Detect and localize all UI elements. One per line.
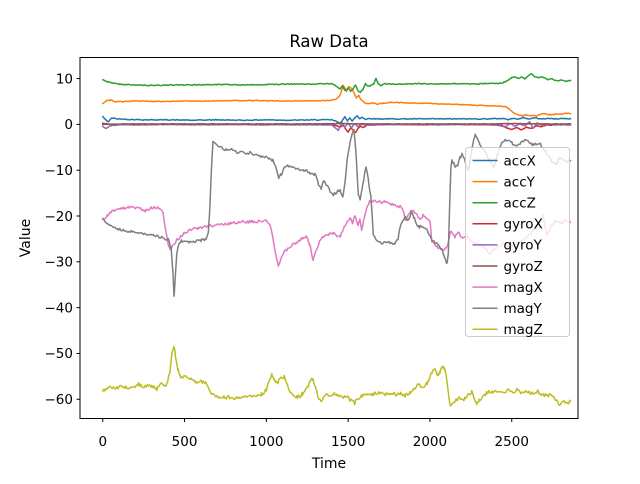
x-tick-label: 500 — [172, 434, 198, 450]
legend-box — [465, 147, 570, 337]
series-line-accY — [101, 84, 572, 117]
legend-label-gyroY: gyroY — [504, 238, 543, 254]
chart-title: Raw Data — [289, 32, 368, 51]
legend-entry-magY: magY — [472, 301, 543, 317]
legend-label-gyroX: gyroX — [504, 217, 543, 233]
y-tick-label: −20 — [45, 209, 74, 225]
plot-border — [79, 57, 579, 419]
series-line-accZ — [101, 72, 572, 94]
axes-layer: 0 500 1000 1500 2000 2500 10 0 −10 −20 −30 −40 −50 −6… — [45, 71, 529, 450]
x-tick-label: 2500 — [495, 434, 529, 450]
x-tick-label: 2000 — [413, 434, 447, 450]
legend-label-gyroZ: gyroZ — [504, 259, 543, 275]
x-tick-label: 0 — [98, 434, 107, 450]
legend-label-accX: accX — [504, 153, 536, 169]
legend-label-magY: magY — [504, 301, 543, 317]
y-tick-label: −10 — [45, 163, 74, 179]
legend-entry-accY: accY — [472, 174, 536, 190]
legend-label-magZ: magZ — [504, 322, 543, 338]
y-tick-label: 0 — [64, 117, 73, 133]
legend-entry-accZ: accZ — [472, 196, 536, 212]
series-line-magZ — [101, 345, 572, 407]
legend: accX accY accZ gyroX gyroY gyroZ magX magY magZ — [465, 147, 570, 338]
legend-label-accZ: accZ — [504, 196, 536, 212]
series-line-accX — [101, 114, 572, 124]
legend-label-accY: accY — [504, 174, 536, 190]
y-tick-label: −40 — [45, 300, 74, 316]
legend-entry-gyroZ: gyroZ — [472, 259, 543, 275]
x-axis-label: Time — [311, 456, 346, 472]
series-line-gyroZ — [101, 122, 572, 126]
legend-entry-magX: magX — [472, 280, 543, 296]
legend-label-magX: magX — [504, 280, 543, 296]
x-tick-label: 1000 — [249, 434, 283, 450]
y-axis-label: Value — [18, 219, 34, 257]
x-tick-label: 1500 — [331, 434, 365, 450]
legend-entry-gyroY: gyroY — [472, 238, 543, 254]
legend-entry-magZ: magZ — [472, 322, 543, 338]
y-tick-label: −50 — [45, 346, 74, 362]
y-tick-label: 10 — [56, 71, 73, 87]
y-tick-label: −60 — [45, 392, 74, 408]
y-tick-label: −30 — [45, 255, 74, 271]
legend-entry-accX: accX — [472, 153, 536, 169]
legend-entry-gyroX: gyroX — [472, 217, 543, 233]
